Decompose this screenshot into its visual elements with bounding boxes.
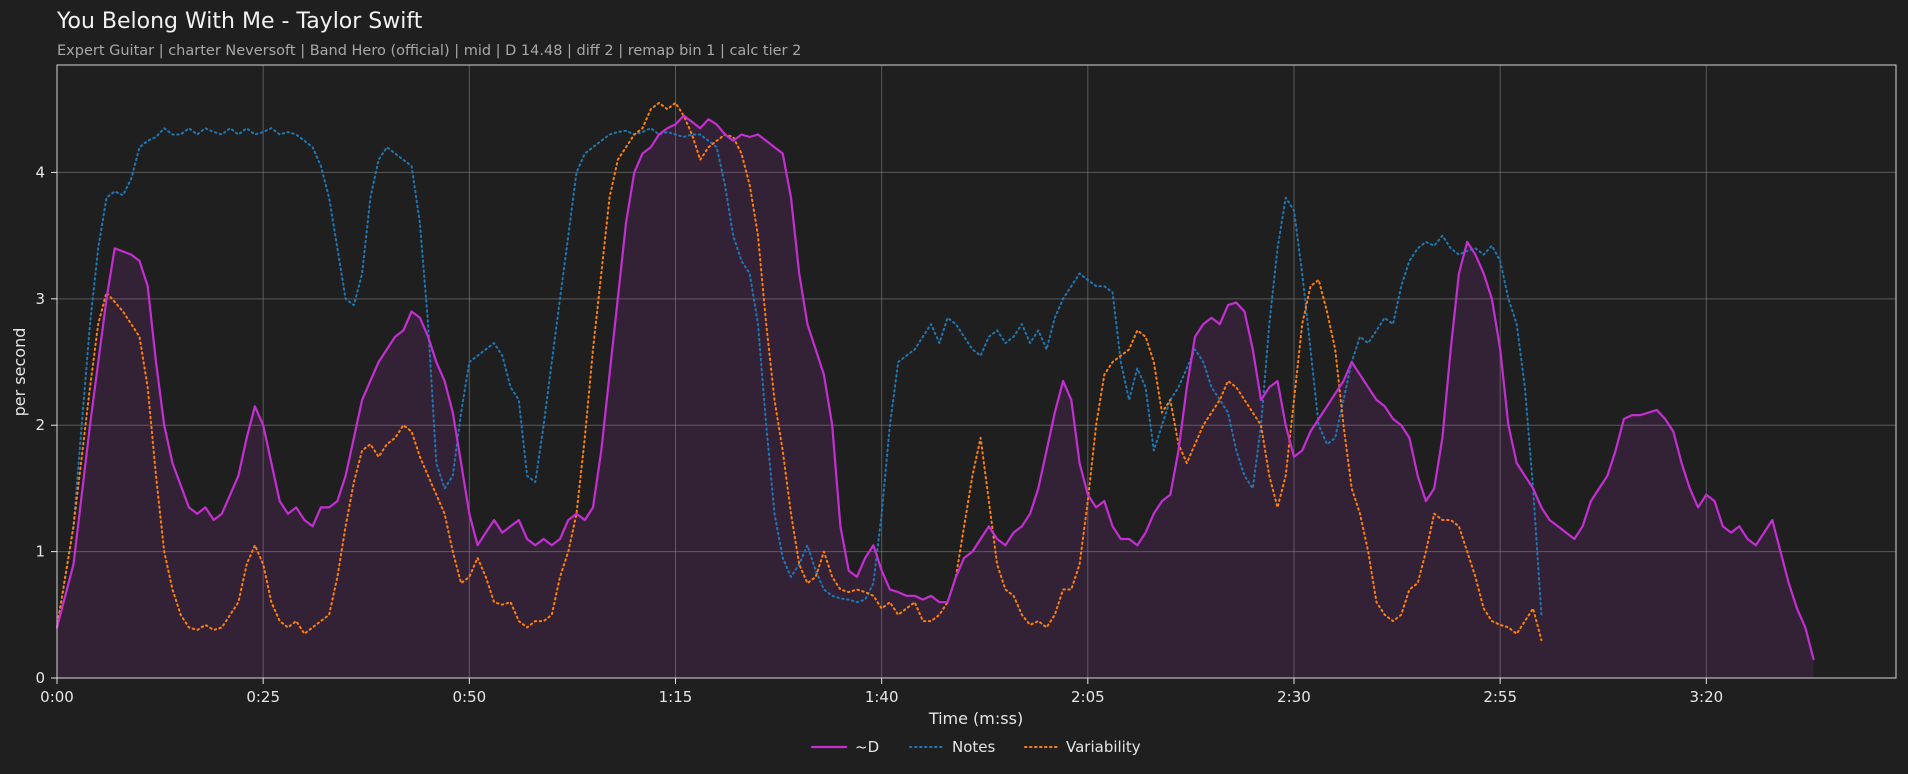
plot-frame	[56, 64, 1897, 679]
y-tick-label: 1	[35, 543, 45, 561]
x-tick-label: 1:40	[865, 688, 899, 706]
legend: ~D Notes Variability	[810, 738, 1141, 756]
chart-subtitle: Expert Guitar | charter Neversoft | Band…	[57, 43, 801, 59]
y-tick-label: 2	[35, 416, 45, 434]
y-tick-label: 3	[35, 290, 45, 308]
series-line-notes	[56, 127, 1543, 629]
legend-label-d: ~D	[855, 738, 879, 756]
series-line-variability	[56, 101, 1543, 642]
x-tick-label: 2:30	[1277, 688, 1311, 706]
x-tick-label: 3:20	[1689, 688, 1723, 706]
series-line-d	[55, 114, 1815, 661]
y-tick-label: 4	[35, 163, 45, 181]
x-tick-label: 2:55	[1483, 688, 1517, 706]
y-axis-label: per second	[10, 328, 29, 417]
chart-title: You Belong With Me - Taylor Swift	[56, 9, 423, 34]
legend-label-notes: Notes	[952, 738, 996, 756]
x-tick-label: 0:50	[452, 688, 486, 706]
x-tick-label: 1:15	[659, 688, 693, 706]
x-tick-label: 0:25	[246, 688, 280, 706]
x-axis-label: Time (m:ss)	[928, 709, 1023, 728]
plot-area: 0:00 0:25 0:50 1:15 1:40 2:05 2:30 2:55 3:20 0 1 2 3…	[35, 64, 1897, 706]
plot-background	[57, 65, 1896, 678]
y-tick-label: 0	[35, 669, 45, 687]
legend-label-variability: Variability	[1066, 738, 1141, 756]
x-tick-label: 0:00	[40, 688, 74, 706]
series-fill-d	[57, 115, 1814, 679]
x-tick-label: 2:05	[1071, 688, 1105, 706]
